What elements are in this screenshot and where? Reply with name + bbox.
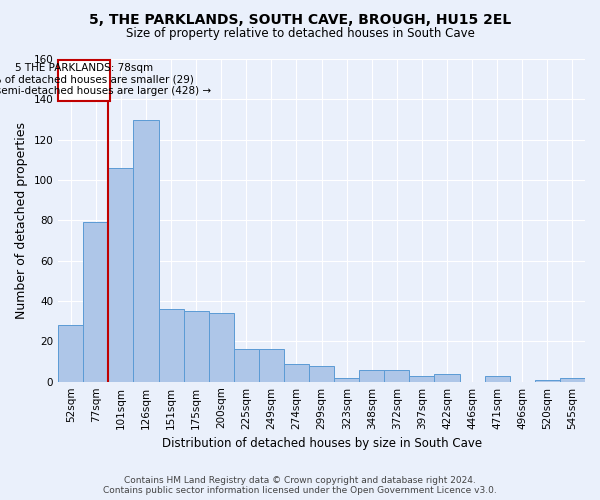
Bar	[109, 168, 133, 382]
Bar	[234, 350, 259, 382]
Text: Size of property relative to detached houses in South Cave: Size of property relative to detached ho…	[125, 28, 475, 40]
Bar	[385, 370, 409, 382]
Bar	[158, 309, 184, 382]
Bar	[535, 380, 560, 382]
Y-axis label: Number of detached properties: Number of detached properties	[15, 122, 28, 319]
Bar	[434, 374, 460, 382]
Bar	[209, 313, 234, 382]
Text: Contains HM Land Registry data © Crown copyright and database right 2024.
Contai: Contains HM Land Registry data © Crown c…	[103, 476, 497, 495]
Bar	[284, 364, 309, 382]
Bar	[184, 311, 209, 382]
Text: 5, THE PARKLANDS, SOUTH CAVE, BROUGH, HU15 2EL: 5, THE PARKLANDS, SOUTH CAVE, BROUGH, HU…	[89, 12, 511, 26]
Bar	[485, 376, 510, 382]
Bar	[309, 366, 334, 382]
Bar	[409, 376, 434, 382]
Bar	[58, 325, 83, 382]
X-axis label: Distribution of detached houses by size in South Cave: Distribution of detached houses by size …	[161, 437, 482, 450]
Bar	[133, 120, 158, 382]
Bar	[334, 378, 359, 382]
Bar	[58, 60, 110, 102]
Bar	[83, 222, 109, 382]
Text: 5 THE PARKLANDS: 78sqm: 5 THE PARKLANDS: 78sqm	[15, 63, 153, 73]
Bar	[259, 350, 284, 382]
Bar	[359, 370, 385, 382]
Bar	[560, 378, 585, 382]
Text: 93% of semi-detached houses are larger (428) →: 93% of semi-detached houses are larger (…	[0, 86, 211, 96]
Text: ← 6% of detached houses are smaller (29): ← 6% of detached houses are smaller (29)	[0, 74, 194, 84]
